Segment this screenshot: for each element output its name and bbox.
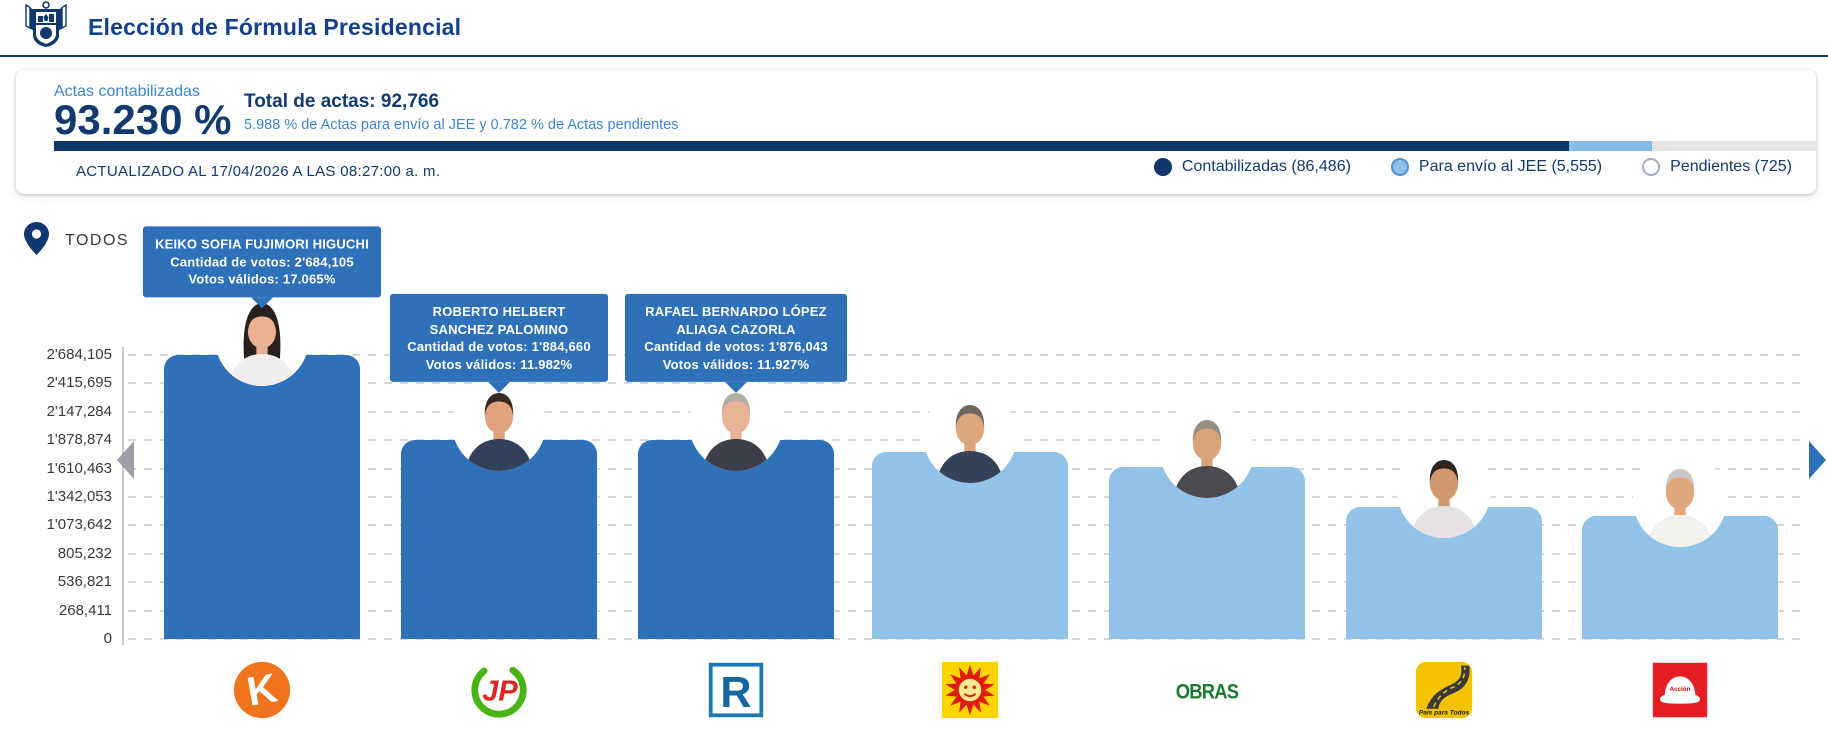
legend-item-contabilizadas: Contabilizadas (86,486)	[1153, 158, 1351, 176]
party-logo-casco-rojo: Acción	[1648, 658, 1712, 722]
gridline	[128, 638, 1802, 640]
svg-text:Acción: Acción	[1669, 686, 1690, 693]
legend-label: Para envío al JEE (5,555)	[1418, 158, 1603, 175]
page-header: Elección de Fórmula Presidencial	[0, 0, 1828, 57]
tooltip-candidate-name: RAFAEL BERNARDO LÓPEZ ALIAGA CAZORLA	[645, 303, 827, 337]
svg-text:R: R	[720, 669, 751, 717]
last-updated-text: ACTUALIZADO AL 17/04/2026 A LAS 08:27:00…	[76, 163, 441, 180]
candidate-photo-4	[923, 389, 1017, 483]
summary-card: Actas contabilizadas 93.230 % Total de a…	[16, 70, 1816, 194]
legend-label: Contabilizadas (86,486)	[1181, 158, 1351, 175]
gridline	[128, 354, 1802, 356]
party-logo-fuerza-popular-k: K	[230, 658, 294, 722]
y-tick-label: 2'147,284	[46, 402, 112, 420]
y-tick-label: 2'684,105	[46, 346, 112, 363]
carousel-next-arrow[interactable]	[1809, 441, 1826, 479]
total-actas: Total de actas: 92,766	[244, 91, 440, 112]
party-logo-renovacion-popular-r: R	[704, 658, 768, 722]
y-tick-label: 1'342,053	[46, 488, 112, 505]
actas-contabilizadas-percent: 93.230 %	[54, 96, 232, 143]
gridline	[128, 382, 1802, 385]
party-logo-juntos-por-el-peru-jp: JP	[467, 658, 531, 722]
y-tick-label: 0	[103, 630, 112, 647]
candidate-tooltip-2: ROBERTO HELBERT SANCHEZ PALOMINO Cantida…	[390, 293, 608, 382]
legend-dot-pendientes	[1642, 158, 1661, 176]
bar-rafael-bernardo-l-pez-aliaga-cazorla[interactable]	[638, 440, 834, 639]
party-logo-obras: OBRAS	[1175, 658, 1239, 722]
progress-segment-contabilizadas	[54, 141, 1570, 151]
y-tick-label: 1'073,642	[46, 516, 112, 534]
candidate-photo-6	[1397, 444, 1491, 538]
y-axis-line	[122, 347, 124, 645]
actas-contabilizadas-label: Actas contabilizadas	[54, 83, 200, 100]
tooltip-votes: Cantidad de votos: 2'684,105	[170, 253, 354, 269]
svg-text:OBRAS: OBRAS	[1176, 680, 1239, 704]
candidate-tooltip-1: KEIKO SOFIA FUJIMORI HIGUCHI Cantidad de…	[143, 226, 381, 297]
candidate-photo-1	[215, 292, 309, 386]
page-title: Elección de Fórmula Presidencial	[88, 14, 462, 40]
tooltip-valid-pct: Votos válidos: 11.927%	[662, 356, 810, 372]
actas-progress-bar	[54, 141, 1816, 151]
svg-text:JP: JP	[482, 676, 518, 708]
legend-label: Pendientes (725)	[1670, 158, 1792, 175]
party-logo-pais-para-todos: País para Todos	[1412, 658, 1476, 722]
tooltip-candidate-name: ROBERTO HELBERT SANCHEZ PALOMINO	[429, 303, 569, 337]
location-pin-icon	[24, 222, 49, 260]
y-tick-label: 536,821	[57, 573, 112, 591]
tooltip-valid-pct: Votos válidos: 17.065%	[188, 271, 336, 287]
legend-item-pendientes: Pendientes (725)	[1642, 158, 1792, 176]
actas-pending-detail: 5.988 % de Actas para envío al JEE y 0.7…	[244, 117, 679, 133]
escudo-onpe-logo	[20, 1, 72, 54]
carousel-prev-arrow[interactable]	[117, 441, 134, 479]
y-tick-label: 1'878,874	[46, 431, 112, 449]
y-tick-label: 268,411	[58, 601, 112, 619]
candidate-tooltip-3: RAFAEL BERNARDO LÓPEZ ALIAGA CAZORLA Can…	[625, 293, 847, 382]
legend-item-para-envio-jee: Para envío al JEE (5,555)	[1390, 158, 1603, 176]
bar-keiko-sofia-fujimori-higuchi[interactable]	[164, 355, 360, 639]
legend-dot-para-envio-jee	[1390, 158, 1409, 176]
party-logo-sol-amarillo	[938, 658, 1002, 722]
bar-candidate-4[interactable]	[872, 452, 1068, 639]
progress-segment-para-envio-jee	[1569, 141, 1653, 151]
y-tick-label: 805,232	[57, 544, 112, 562]
tooltip-votes: Cantidad de votos: 1'876,043	[644, 338, 828, 354]
y-tick-label: 1'610,463	[46, 459, 112, 477]
location-filter-value: TODOS	[65, 232, 130, 249]
bar-roberto-helbert-sanchez-palomino[interactable]	[401, 440, 597, 639]
legend-dot-contabilizadas	[1153, 158, 1172, 176]
progress-segment-pendientes	[1652, 141, 1816, 151]
tooltip-votes: Cantidad de votos: 1'884,660	[407, 338, 591, 354]
candidate-photo-5	[1160, 404, 1254, 498]
tooltip-valid-pct: Votos válidos: 11.982%	[425, 356, 573, 372]
candidate-photo-7	[1633, 453, 1727, 547]
y-tick-label: 2'415,695	[46, 374, 112, 392]
progress-legend: Contabilizadas (86,486) Para envío al JE…	[1153, 158, 1792, 176]
svg-text:País para Todos: País para Todos	[1419, 709, 1470, 716]
tooltip-candidate-name: KEIKO SOFIA FUJIMORI HIGUCHI	[155, 236, 369, 252]
